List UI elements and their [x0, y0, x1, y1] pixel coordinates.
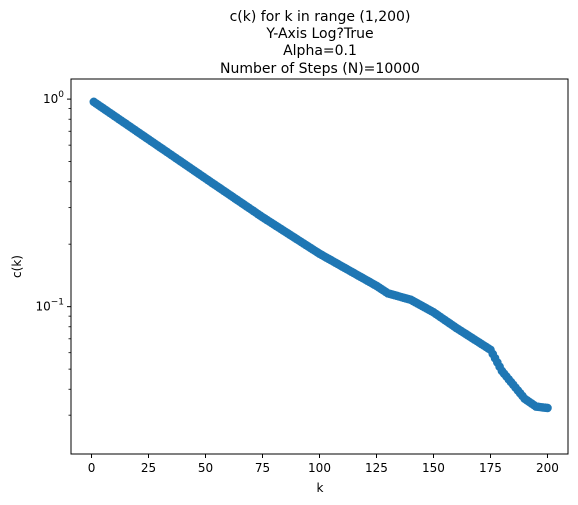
- title-line-2: Y-Axis Log?True: [265, 26, 373, 42]
- x-tick-label: 125: [365, 461, 388, 475]
- title-line-1: c(k) for k in range (1,200): [230, 9, 411, 25]
- x-tick-label: 25: [141, 461, 156, 475]
- title-line-3: Alpha=0.1: [283, 43, 357, 59]
- data-point: [543, 403, 552, 413]
- data-points: [89, 97, 552, 413]
- plot-frame: [70, 78, 569, 455]
- x-tick-label: 200: [536, 461, 559, 475]
- axes: 0 25 50 75 100 125 150 175 200 100 10−1: [35, 90, 558, 475]
- title-line-4: Number of Steps (N)=10000: [220, 61, 420, 77]
- x-tick-label: 75: [255, 461, 270, 475]
- chart-title: c(k) for k in range (1,200) Y-Axis Log?T…: [220, 9, 420, 77]
- x-tick-label: 100: [308, 461, 331, 475]
- x-axis-label: k: [317, 481, 324, 495]
- x-tick-label: 150: [422, 461, 445, 475]
- x-tick-label: 50: [198, 461, 213, 475]
- x-tick-label: 0: [88, 461, 96, 475]
- y-tick-label: 100: [43, 90, 64, 106]
- y-axis-label: c(k): [10, 255, 24, 278]
- x-tick-label: 175: [479, 461, 502, 475]
- y-tick-label: 10−1: [35, 298, 64, 314]
